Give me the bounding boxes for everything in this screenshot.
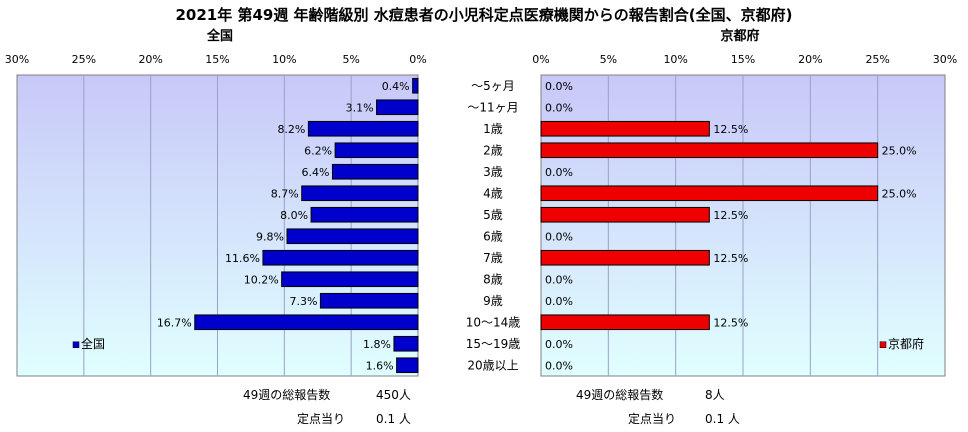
kyoto-legend-label: 京都府 [888,336,924,351]
kyoto-tick-label: 0% [532,53,549,66]
national-bar [194,314,419,331]
kyoto-tick-label: 10% [663,53,687,66]
kyoto-legend-swatch [879,341,887,348]
kyoto-data-label: 25.0% [882,187,917,200]
national-legend-swatch [72,341,80,348]
national-tick-label: 15% [205,53,229,66]
kyoto-bar [540,185,879,202]
national-per-label: 定点当り [297,412,346,426]
category-label: 7歳 [483,251,503,265]
kyoto-data-label: 0.0% [545,273,573,286]
national-bar [286,228,419,245]
kyoto-per-value: 0.1 人 [705,412,740,426]
kyoto-plot-area: 0% 5% 10% 15% 20% 25% 30% 0.0% 0.0% 12.5% 25.0% 0.0… [532,53,957,377]
national-bar [281,271,419,288]
kyoto-tick-label: 20% [798,53,822,66]
national-tick-label: 30% [5,53,29,66]
kyoto-data-label: 0.0% [545,338,573,351]
national-bar [331,163,419,180]
national-data-label: 6.2% [304,144,332,157]
category-label: 6歳 [483,229,503,243]
kyoto-data-label: 12.5% [713,123,748,136]
national-bar [262,249,419,266]
national-per-value: 0.1 人 [376,412,411,426]
national-data-label: 8.2% [277,123,305,136]
national-data-label: 6.4% [302,166,330,179]
national-data-label: 1.6% [366,359,394,372]
category-label: 15〜19歳 [466,337,521,351]
kyoto-data-label: 0.0% [545,230,573,243]
national-data-label: 7.3% [289,295,317,308]
national-tick-label: 10% [272,53,296,66]
chart-title: 2021年 第49週 年齢階級別 水痘患者の小児科定点医療機関からの報告割合(全… [175,6,793,24]
national-bar [393,335,419,352]
national-total-value: 450人 [376,388,411,402]
national-plot-area: 30% 25% 20% 15% 10% 5% 0%0.4%3.1%8.2%6.2%6.4%8… [5,53,427,377]
national-bar [310,206,419,223]
category-label: 〜11ヶ月 [467,100,518,114]
kyoto-bar [540,120,710,137]
kyoto-per-label: 定点当り [628,412,677,426]
kyoto-bar [540,142,879,159]
kyoto-data-label: 12.5% [713,209,748,222]
category-label: 9歳 [483,294,503,308]
category-label: 3歳 [483,165,503,179]
category-label: 〜5ヶ月 [471,79,515,93]
kyoto-tick-label: 30% [933,53,957,66]
national-tick-label: 0% [409,53,426,66]
national-data-label: 3.1% [346,101,374,114]
national-tick-label: 20% [138,53,162,66]
kyoto-tick-label: 15% [731,53,755,66]
category-label: 4歳 [483,186,503,200]
national-data-label: 16.7% [157,316,192,329]
kyoto-data-label: 12.5% [713,316,748,329]
kyoto-data-label: 12.5% [713,252,748,265]
national-data-label: 0.4% [382,80,410,93]
kyoto-data-label: 0.0% [545,359,573,372]
national-total-label: 49週の総報告数 [243,388,331,402]
kyoto-data-label: 25.0% [882,144,917,157]
kyoto-total-label: 49週の総報告数 [576,388,664,402]
national-chart-title: 全国 [206,29,233,44]
national-bar [412,77,419,94]
kyoto-bar [540,206,710,223]
category-label: 10〜14歳 [466,315,521,329]
national-data-label: 8.7% [271,187,299,200]
national-data-label: 11.6% [225,252,260,265]
category-label: 20歳以上 [467,358,518,372]
category-label: 1歳 [483,122,503,136]
category-label: 8歳 [483,272,503,286]
national-legend-label: 全国 [81,336,105,351]
kyoto-total-value: 8人 [705,388,725,402]
kyoto-data-label: 0.0% [545,80,573,93]
kyoto-data-label: 0.0% [545,101,573,114]
national-bar [334,142,419,159]
kyoto-bar [540,314,710,331]
national-data-label: 9.8% [256,230,284,243]
national-bar [319,292,419,309]
kyoto-tick-label: 25% [865,53,889,66]
national-tick-label: 5% [342,53,359,66]
national-bar [307,120,419,137]
category-labels: 〜5ヶ月〜11ヶ月 1歳 2歳 3歳 4歳 5歳 6歳 7歳 8歳 9歳 10〜14歳 15〜19歳 2… [466,79,521,373]
category-label: 2歳 [483,143,503,157]
national-bar [396,357,419,374]
kyoto-data-label: 0.0% [545,295,573,308]
national-data-label: 1.8% [363,338,391,351]
national-bar [376,99,419,116]
national-data-label: 8.0% [280,209,308,222]
kyoto-chart-title: 京都府 [720,29,760,44]
kyoto-tick-label: 5% [600,53,617,66]
national-tick-label: 25% [72,53,96,66]
kyoto-data-label: 0.0% [545,166,573,179]
category-label: 5歳 [483,208,503,222]
kyoto-bar [540,249,710,266]
national-data-label: 10.2% [244,273,279,286]
national-bar [301,185,419,202]
